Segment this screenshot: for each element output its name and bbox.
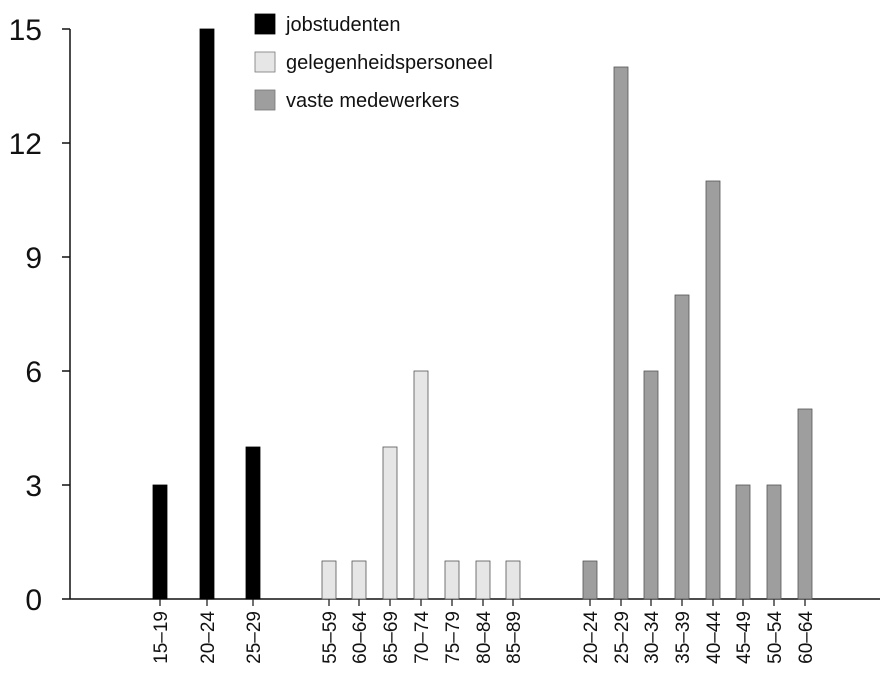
x-tick-label: 25–29 <box>612 611 633 664</box>
bar <box>475 560 491 600</box>
x-tick-label: 50–54 <box>765 611 786 664</box>
bar <box>643 370 659 600</box>
x-tick-label: 60–64 <box>350 611 371 664</box>
x-tick-label: 55–59 <box>320 611 341 664</box>
bar <box>613 66 629 600</box>
y-tick-label: 12 <box>9 128 42 161</box>
chart-bars <box>152 28 813 600</box>
bar <box>351 560 367 600</box>
x-tick-labels: 15–19 20–24 25–29 55–59 60–64 65–69 70–74 75–79… <box>151 611 817 664</box>
bar <box>413 370 429 600</box>
y-tick-labels: 0 3 6 9 12 15 <box>9 14 42 617</box>
x-tick-label: 25–29 <box>244 611 265 664</box>
legend-label: vaste medewerkers <box>286 90 459 112</box>
x-tick-label: 20–24 <box>198 611 219 664</box>
bar <box>582 560 598 600</box>
x-tick-label: 15–19 <box>151 611 172 664</box>
x-tick-label: 70–74 <box>412 611 433 664</box>
x-tick-label: 35–39 <box>673 611 694 664</box>
bar <box>705 180 721 600</box>
legend-label: gelegenheidspersoneel <box>286 52 493 74</box>
x-tick-label: 60–64 <box>796 611 817 664</box>
x-tick-label: 85–89 <box>504 611 525 664</box>
y-tick-label: 9 <box>25 242 42 275</box>
bar <box>505 560 521 600</box>
legend-swatch <box>254 51 276 73</box>
y-tick-label: 0 <box>25 584 42 617</box>
x-tick-label: 30–34 <box>642 611 663 664</box>
bar <box>735 484 751 600</box>
bar <box>152 484 168 600</box>
y-tick-label: 3 <box>25 470 42 503</box>
x-tick-label: 20–24 <box>581 611 602 664</box>
legend-swatch <box>254 89 276 111</box>
bar <box>766 484 782 600</box>
x-tick-label: 40–44 <box>704 611 725 664</box>
x-tick-label: 45–49 <box>734 611 755 664</box>
y-tick-label: 15 <box>9 14 42 47</box>
legend-swatch <box>254 13 276 35</box>
bar <box>444 560 460 600</box>
x-tick-label: 75–79 <box>443 611 464 664</box>
y-tick-label: 6 <box>25 356 42 389</box>
legend: jobstudenten gelegenheidspersoneel vaste m… <box>254 13 493 112</box>
bar <box>797 408 813 600</box>
bar <box>674 294 690 600</box>
legend-label: jobstudenten <box>285 14 401 36</box>
bar <box>245 446 261 600</box>
chart-axes <box>62 28 880 606</box>
bar <box>382 446 398 600</box>
x-tick-label: 65–69 <box>381 611 402 664</box>
bar <box>199 28 215 600</box>
bar <box>321 560 337 600</box>
x-tick-label: 80–84 <box>474 611 495 664</box>
